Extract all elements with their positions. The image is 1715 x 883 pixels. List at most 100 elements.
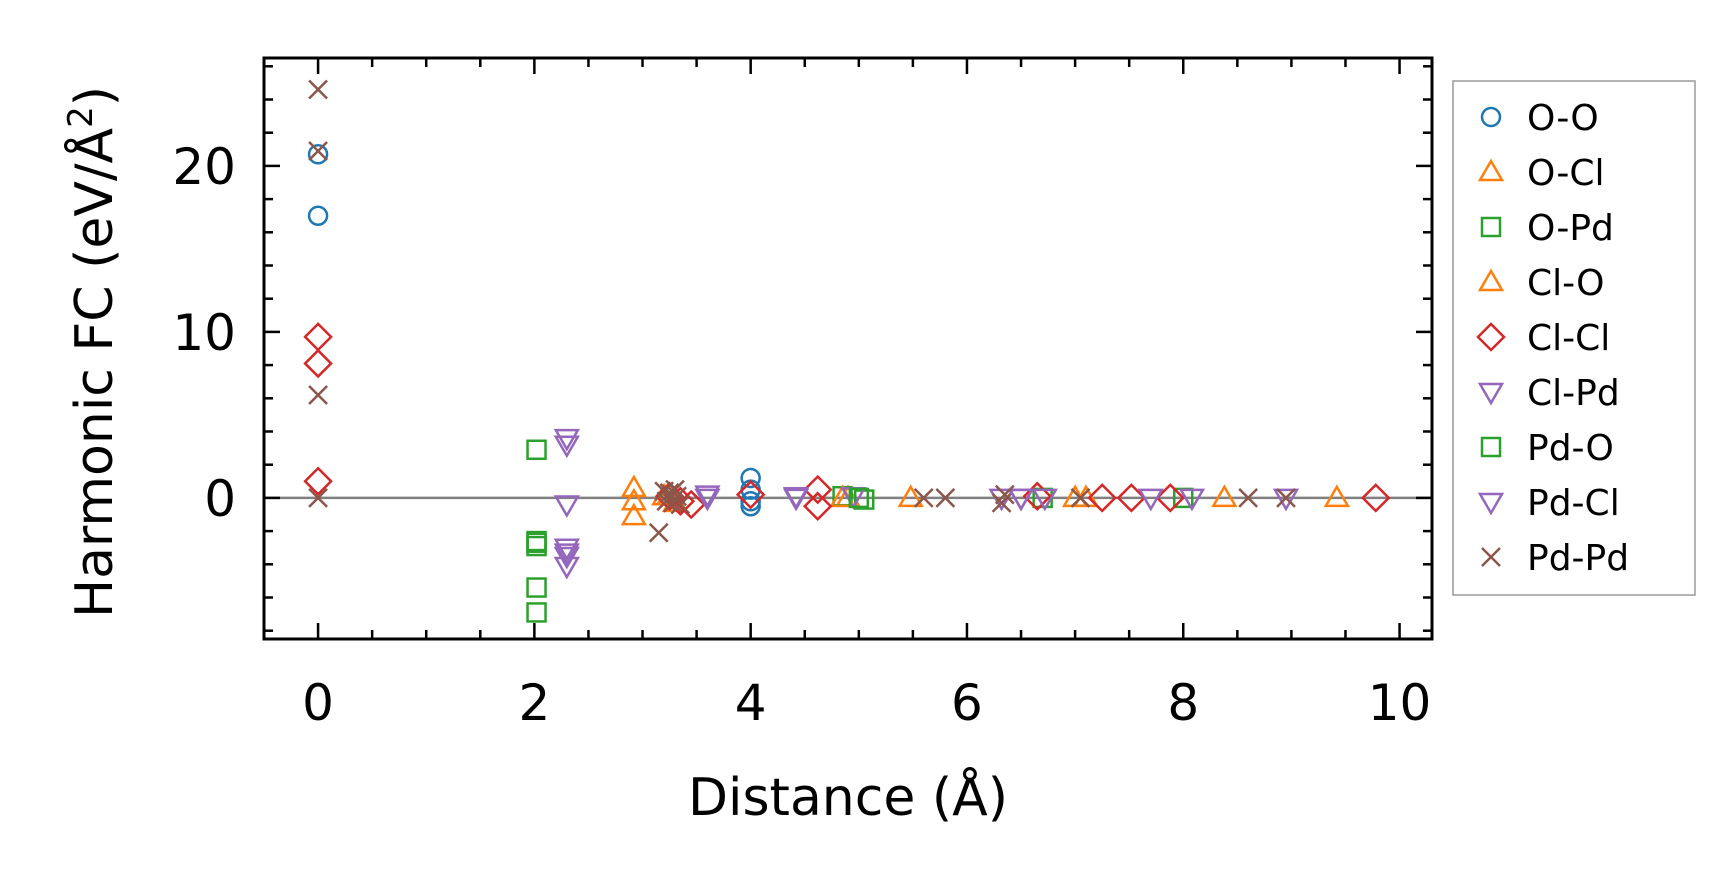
legend-item-cl-pd: Cl-Pd	[1477, 373, 1620, 414]
point-pd-pd-stroke	[308, 141, 328, 161]
point-o-pd	[526, 439, 547, 461]
y-axis-title-main: Harmonic FC (eV/Å	[63, 127, 125, 618]
legend-marker-pd-pd-stroke	[1481, 547, 1501, 567]
point-cl-cl	[1360, 483, 1391, 513]
point-o-cl	[1211, 484, 1238, 508]
legend-label-pd-o: Pd-O	[1527, 428, 1614, 469]
point-pd-cl	[553, 543, 580, 567]
point-o-o	[740, 467, 761, 489]
point-cl-cl	[802, 474, 833, 505]
point-pd-pd	[308, 488, 328, 508]
data-points-group	[303, 79, 1391, 623]
y-axis-title-close: )	[65, 86, 125, 106]
point-pd-pd	[670, 494, 691, 515]
x-tick-label: 8	[1167, 674, 1199, 732]
legend-item-pd-pd: Pd-Pd	[1481, 538, 1629, 579]
point-pd-pd	[1276, 488, 1296, 508]
point-o-o	[307, 144, 329, 165]
point-cl-cl	[303, 322, 333, 352]
point-pd-pd	[913, 488, 934, 508]
legend-item-o-cl: O-Cl	[1477, 153, 1604, 194]
legend: O-O O-Cl O-Pd Cl-O Cl-Cl Cl-Pd Pd-O Pd-Cl Pd-Pd	[1452, 80, 1696, 596]
legend-label-cl-pd: Cl-Pd	[1527, 373, 1620, 414]
point-pd-pd	[308, 141, 328, 161]
point-pd-pd-stroke	[667, 486, 688, 507]
point-cl-cl	[1155, 483, 1186, 513]
series-pd-cl	[553, 488, 1035, 567]
series-pd-pd	[308, 79, 1296, 543]
point-pd-pd	[308, 79, 328, 100]
point-pd-pd	[1070, 488, 1091, 508]
point-o-cl	[620, 502, 648, 526]
point-o-o	[740, 490, 761, 512]
legend-item-cl-o: Cl-O	[1477, 263, 1604, 304]
point-cl-cl	[1087, 483, 1117, 513]
legend-marker-cl-cl	[1476, 322, 1506, 352]
legend-marker-o-cl	[1477, 158, 1505, 182]
series-o-o	[307, 144, 761, 517]
tick-labels-group: 0 2 4 6 8 10 0 10 20	[172, 138, 1431, 732]
point-pd-pd-stroke	[665, 479, 685, 500]
point-cl-pd	[553, 428, 580, 452]
point-pd-pd	[665, 479, 685, 500]
point-pd-pd	[1238, 488, 1259, 508]
legend-item-o-o: O-O	[1480, 98, 1599, 139]
legend-label-o-cl: O-Cl	[1527, 153, 1604, 194]
point-cl-cl	[1022, 481, 1053, 512]
point-o-cl	[620, 487, 648, 511]
series-pd-o	[526, 487, 870, 552]
legend-marker-cl-o	[1477, 268, 1505, 292]
point-o-o	[740, 495, 761, 517]
point-cl-cl	[303, 348, 333, 379]
y-tick-label: 20	[172, 138, 236, 196]
x-tick-label: 4	[735, 674, 767, 732]
legend-label-pd-cl: Pd-Cl	[1527, 483, 1620, 524]
point-o-cl	[1323, 484, 1350, 508]
point-pd-pd-stroke	[1276, 488, 1296, 508]
point-cl-pd	[1272, 488, 1300, 512]
point-cl-cl	[1116, 483, 1147, 513]
point-pd-cl	[1007, 488, 1035, 512]
legend-label-o-o: O-O	[1527, 98, 1599, 139]
point-pd-pd-stroke	[935, 488, 956, 508]
x-tick-label: 6	[951, 674, 983, 732]
y-axis-title-superscript: 2	[61, 106, 101, 128]
point-o-pd	[526, 602, 547, 623]
point-pd-pd-stroke	[1070, 488, 1091, 508]
point-o-o	[307, 205, 329, 226]
point-pd-o	[848, 487, 870, 509]
legend-marker-pd-o	[1480, 436, 1502, 458]
x-tick-label: 2	[518, 674, 550, 732]
point-pd-pd-stroke	[659, 483, 680, 503]
x-axis-title: Distance (Å)	[688, 766, 1008, 828]
y-tick-label: 0	[204, 470, 236, 528]
series-o-cl	[620, 474, 1350, 526]
point-pd-pd-stroke	[308, 488, 328, 508]
point-pd-o	[526, 530, 547, 552]
x-tick-label: 0	[302, 674, 334, 732]
plot-frame	[262, 56, 1434, 641]
legend-label-o-pd: O-Pd	[1527, 208, 1614, 249]
ticks-group	[262, 58, 1432, 639]
point-pd-pd-stroke	[913, 488, 934, 508]
point-pd-pd	[308, 385, 328, 405]
point-cl-pd	[1031, 488, 1058, 512]
point-o-pd	[526, 577, 547, 598]
series-o-pd	[526, 439, 1194, 623]
legend-marker-cl-pd	[1477, 382, 1505, 406]
legend-label-cl-cl: Cl-Cl	[1527, 318, 1610, 359]
point-pd-pd-stroke	[1238, 488, 1259, 508]
point-pd-pd-stroke	[648, 522, 669, 543]
point-o-cl	[620, 474, 648, 498]
point-pd-cl	[782, 488, 810, 512]
point-pd-pd-stroke	[994, 484, 1015, 505]
point-pd-pd-stroke	[670, 494, 691, 515]
legend-item-cl-cl: Cl-Cl	[1476, 318, 1610, 359]
point-cl-pd	[694, 485, 721, 509]
legend-label-cl-o: Cl-O	[1527, 263, 1604, 304]
legend-item-pd-o: Pd-O	[1480, 428, 1614, 469]
point-cl-cl	[735, 479, 766, 510]
point-cl-cl	[802, 491, 833, 521]
legend-marker-o-pd	[1480, 216, 1502, 238]
point-pd-pd	[994, 484, 1015, 505]
